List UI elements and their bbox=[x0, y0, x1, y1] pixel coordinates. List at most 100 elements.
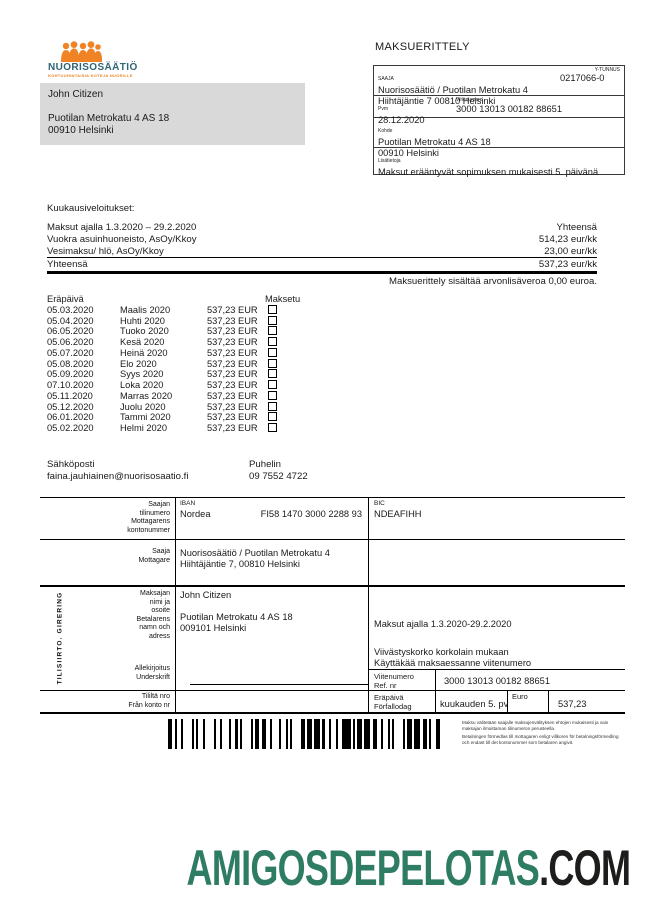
barcode-bar bbox=[435, 719, 440, 749]
due-date: 06.01.2020 bbox=[47, 412, 94, 423]
barcode-bar bbox=[261, 719, 266, 749]
pvm-value: 28.12.2020 bbox=[378, 115, 425, 125]
due-date: 07.10.2020 bbox=[47, 380, 94, 390]
schedule-row: 05.06.2020 Kesä 2020 537,23 EUR bbox=[47, 337, 287, 348]
info-row-payee: SAAJA Y-TUNNUS Nuorisosäätiö / Puotilan … bbox=[374, 66, 624, 106]
watermark-suffix: .COM bbox=[538, 840, 631, 896]
due-date: 06.05.2020 bbox=[47, 326, 94, 337]
divider bbox=[47, 257, 597, 258]
info-row-date-ref: Pvm Viitenumero 28.12.2020 3000 13013 00… bbox=[374, 96, 624, 125]
euro-label: Euro bbox=[512, 692, 528, 701]
barcode-gap bbox=[205, 719, 214, 749]
viitenumero-value: 3000 13013 00182 88651 bbox=[456, 104, 562, 114]
charges-period-row: Maksut ajalla 1.3.2020 – 29.2.2020 Yhtee… bbox=[47, 222, 597, 233]
barcode-bar bbox=[278, 719, 282, 749]
paid-checkbox[interactable] bbox=[268, 380, 277, 389]
barcode-bar bbox=[181, 719, 184, 749]
schedule-row: 06.01.2020 Tammi 2020 537,23 EUR bbox=[47, 412, 287, 423]
paid-checkbox[interactable] bbox=[268, 315, 277, 325]
recipient-address-box: John Citizen Puotilan Metrokatu 4 AS 18 … bbox=[40, 83, 305, 145]
charges-total-header: Yhteensä bbox=[556, 222, 597, 233]
bic-label: BIC bbox=[374, 500, 385, 507]
ytunnus-label: Y-TUNNUS bbox=[594, 67, 620, 73]
charge-row: Vesimaksu/ hlö, AsOy/Kkoy 23,00 eur/kk bbox=[47, 246, 597, 257]
paid-checkbox[interactable] bbox=[268, 326, 277, 336]
barcode-bar bbox=[196, 719, 199, 749]
paid-checkbox[interactable] bbox=[268, 412, 277, 422]
charge-row: Vuokra asuinhuoneisto, AsOy/Kkoy 514,23 … bbox=[47, 234, 597, 245]
barcode-bar bbox=[300, 719, 306, 749]
payment-schedule: Eräpäivä Maksetu 05.03.2020 Maalis 2020 53… bbox=[47, 294, 300, 434]
paid-header: Maksetu bbox=[265, 294, 301, 304]
reference-note: Käyttäkää maksaessanne viitenumero bbox=[374, 658, 532, 668]
charges-total-amount: 537,23 eur/kk bbox=[538, 259, 597, 270]
month-label: Heinä 2020 bbox=[120, 347, 168, 358]
watermark-main: AMIGOSDEPELOTAS bbox=[186, 840, 539, 896]
barcode-bar bbox=[191, 719, 195, 749]
amount: 537,23 EUR bbox=[207, 315, 258, 326]
logo-wordmark: NUORISOSÄÄTIÖ bbox=[48, 62, 138, 73]
payee-line1: Nuorisosäätiö / Puotilan Metrokatu 4 bbox=[378, 85, 528, 95]
paid-checkbox[interactable] bbox=[268, 358, 277, 368]
paid-checkbox[interactable] bbox=[268, 401, 277, 411]
info-row-target: Kohde Puotilan Metrokatu 4 AS 18 00910 H… bbox=[374, 118, 624, 158]
due-date: 05.12.2020 bbox=[47, 401, 94, 412]
kohde-line2: 00910 Helsinki bbox=[378, 148, 439, 158]
month-label: Helmi 2020 bbox=[120, 423, 168, 433]
barcode-gap bbox=[183, 719, 192, 749]
bank-giro-form: TILISIIRTO. GIRERING Saajan tilinumero M… bbox=[40, 497, 625, 714]
paid-checkbox[interactable] bbox=[268, 347, 277, 357]
due-date: 05.04.2020 bbox=[47, 315, 94, 326]
paid-checkbox[interactable] bbox=[268, 337, 277, 346]
barcode-bar bbox=[422, 719, 427, 749]
amount: 537,23 EUR bbox=[207, 304, 258, 315]
ytunnus-value: 0217066-0 bbox=[560, 73, 605, 83]
paid-checkbox[interactable] bbox=[268, 369, 277, 379]
barcode-bar bbox=[255, 719, 260, 749]
fine-print: Maksu välitetään saajalle maksujenvälity… bbox=[462, 720, 626, 745]
barcode-bar bbox=[220, 719, 223, 749]
schedule-row: 05.03.2020 Maalis 2020 537,23 EUR bbox=[47, 304, 287, 316]
amount: 537,23 EUR bbox=[207, 326, 258, 337]
divider bbox=[368, 498, 369, 712]
schedule-row: 05.04.2020 Huhti 2020 537,23 EUR bbox=[47, 315, 287, 327]
bic-value: NDEAFIHH bbox=[374, 509, 422, 519]
barcode-bar bbox=[329, 719, 332, 749]
barcode-bar bbox=[429, 719, 432, 749]
month-label: Tuoko 2020 bbox=[120, 326, 169, 337]
barcode-gap bbox=[242, 719, 251, 749]
amount: 537,23 EUR bbox=[207, 401, 258, 412]
divider bbox=[435, 669, 436, 712]
divider bbox=[40, 585, 625, 587]
charge-label: Vuokra asuinhuoneisto, AsOy/Kkoy bbox=[47, 234, 197, 245]
barcode-bar bbox=[285, 719, 288, 749]
recipient-name: John Citizen bbox=[48, 89, 104, 100]
divider bbox=[368, 669, 625, 670]
due-date: 05.09.2020 bbox=[47, 369, 94, 380]
schedule-row: 05.11.2020 Marras 2020 537,23 EUR bbox=[47, 390, 287, 402]
site-watermark: AMIGOSDEPELOTAS.COM bbox=[186, 842, 630, 894]
payer-street: Puotilan Metrokatu 4 AS 18 bbox=[180, 612, 293, 622]
paid-checkbox[interactable] bbox=[268, 423, 277, 432]
signature-label: Allekirjoitus Underskrift bbox=[134, 665, 170, 681]
amount: 537,23 EUR bbox=[207, 423, 258, 433]
amount: 537,23 EUR bbox=[207, 380, 258, 390]
divider bbox=[507, 690, 508, 712]
amount: 537,23 EUR bbox=[207, 412, 258, 423]
barcode-bar bbox=[372, 719, 377, 749]
kohde-label: Kohde bbox=[378, 128, 393, 134]
schedule-row: 05.09.2020 Syys 2020 537,23 EUR bbox=[47, 369, 287, 380]
schedule-row: 06.05.2020 Tuoko 2020 537,23 EUR bbox=[47, 326, 287, 337]
paid-checkbox[interactable] bbox=[268, 304, 277, 314]
barcode-bar bbox=[335, 719, 338, 749]
lisatietoja-value: Maksut erääntyvät sopimuksen mukaisesti … bbox=[378, 167, 599, 177]
barcode-bar bbox=[413, 719, 421, 749]
barcode-bar bbox=[392, 719, 395, 749]
barcode-bar bbox=[213, 719, 216, 749]
fine-print-sv: Betalningen förmedlas till mottagaren en… bbox=[462, 734, 619, 745]
due-date: 05.07.2020 bbox=[47, 347, 94, 358]
paid-checkbox[interactable] bbox=[268, 390, 277, 400]
schedule-row: 05.08.2020 Elo 2020 537,23 EUR bbox=[47, 358, 287, 370]
due-date-label: Eräpäivä Förfallodag bbox=[374, 693, 412, 711]
month-label: Marras 2020 bbox=[120, 390, 173, 401]
